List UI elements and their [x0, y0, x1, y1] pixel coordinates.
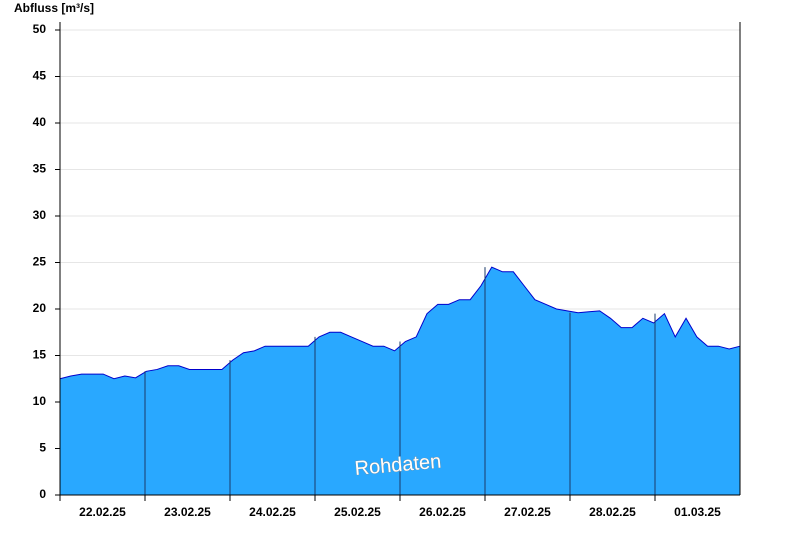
y-tick-label: 45 — [33, 69, 47, 83]
x-tick-label: 25.02.25 — [334, 505, 381, 519]
y-tick-label: 10 — [33, 394, 47, 408]
y-tick-label: 25 — [33, 255, 47, 269]
y-tick-label: 20 — [33, 301, 47, 315]
y-tick-label: 50 — [33, 22, 47, 36]
x-tick-label: 01.03.25 — [674, 505, 721, 519]
x-tick-label: 22.02.25 — [79, 505, 126, 519]
x-tick-label: 28.02.25 — [589, 505, 636, 519]
y-tick-label: 40 — [33, 115, 47, 129]
y-tick-label: 15 — [33, 348, 47, 362]
x-tick-label: 24.02.25 — [249, 505, 296, 519]
x-tick-label: 23.02.25 — [164, 505, 211, 519]
x-tick-label: 26.02.25 — [419, 505, 466, 519]
y-tick-label: 30 — [33, 208, 47, 222]
x-tick-label: 27.02.25 — [504, 505, 551, 519]
y-axis-label: Abfluss [m³/s] — [14, 1, 94, 15]
y-tick-label: 35 — [33, 162, 47, 176]
y-tick-label: 5 — [39, 441, 46, 455]
y-tick-label: 0 — [39, 487, 46, 501]
